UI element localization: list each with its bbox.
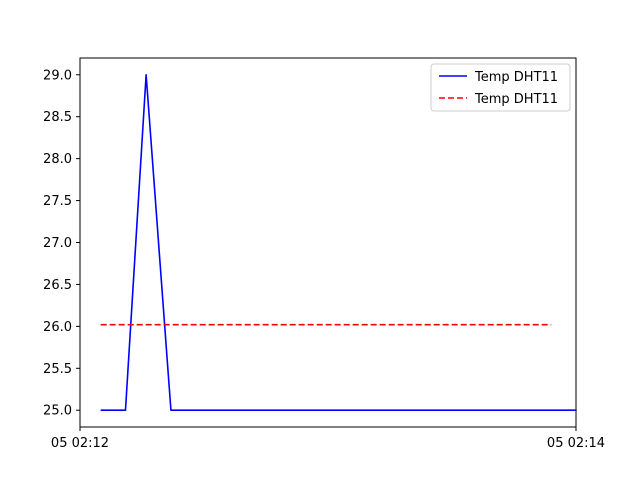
y-tick-label: 25.5: [43, 362, 72, 377]
legend-label-2: Temp DHT11: [474, 92, 558, 107]
y-tick-label: 28.5: [43, 110, 72, 125]
y-tick-label: 27.0: [43, 236, 72, 251]
series-layer: [100, 73, 577, 412]
y-tick-label: 25.0: [43, 404, 72, 419]
x-tick-label: 05 02:12: [51, 436, 109, 451]
y-tick-label: 26.0: [43, 320, 72, 335]
legend: Temp DHT11 Temp DHT11: [430, 63, 571, 112]
x-tick-label: 05 02:14: [547, 436, 605, 451]
y-tick-label: 28.0: [43, 152, 72, 167]
y-tick-label: 26.5: [43, 278, 72, 293]
x-axis: 05 02:12 05 02:14: [51, 427, 605, 451]
y-tick-label: 29.0: [43, 68, 72, 83]
y-axis: 25.0 25.5 26.0 26.5 27.0 27.5 28.0 28.5 29.0: [43, 68, 80, 419]
series-line-1: [100, 73, 577, 412]
y-tick-label: 27.5: [43, 194, 72, 209]
legend-label-1: Temp DHT11: [474, 70, 558, 85]
plot-frame: [79, 57, 577, 428]
